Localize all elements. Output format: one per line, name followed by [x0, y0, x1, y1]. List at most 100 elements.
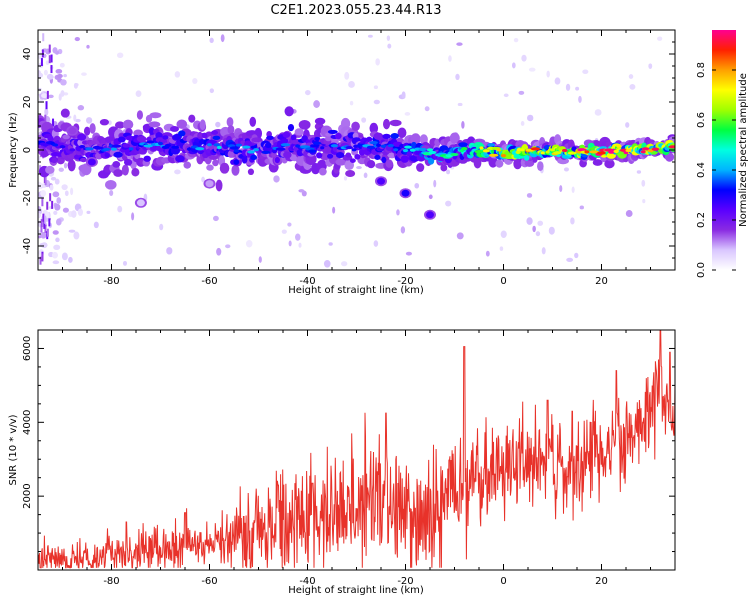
speckle	[52, 47, 58, 54]
band-peak	[489, 153, 499, 157]
band-peak	[461, 147, 468, 151]
speckle	[68, 256, 73, 263]
band-cell	[440, 164, 448, 172]
snr-xlabel: Height of straight line (km)	[288, 585, 424, 596]
speckle	[209, 37, 214, 44]
band-cell	[487, 143, 496, 148]
speckle	[348, 81, 355, 88]
band-cell	[105, 180, 117, 190]
colorbar-tick-label: 0.4	[696, 162, 707, 178]
speckle	[456, 42, 463, 46]
band-peak	[577, 148, 587, 152]
band-peak	[530, 147, 540, 151]
band-cell	[524, 159, 535, 167]
band-peak	[213, 143, 221, 147]
band-cell	[47, 135, 54, 143]
band-cell	[280, 138, 289, 144]
speckle	[343, 176, 348, 181]
band-cell	[383, 118, 391, 130]
band-cell	[219, 162, 230, 174]
band-cell	[123, 159, 133, 166]
band-cell	[212, 159, 219, 167]
band-cell	[231, 164, 240, 176]
band-cell	[183, 161, 192, 169]
band-cell	[366, 160, 376, 169]
speckle	[448, 55, 452, 62]
speckle	[575, 86, 580, 91]
speckle	[192, 77, 198, 84]
band-peak	[229, 146, 239, 150]
band-peak	[320, 146, 325, 150]
speckle	[363, 172, 368, 179]
band-cell	[284, 106, 294, 117]
speckle	[40, 190, 47, 197]
speckle	[50, 65, 53, 74]
speckle	[629, 83, 636, 90]
speckle	[46, 228, 49, 237]
speckle	[77, 105, 85, 111]
x-tick-label: 0	[500, 276, 506, 287]
speckle	[86, 44, 90, 49]
speckle	[55, 237, 60, 243]
band-peak	[625, 148, 632, 153]
band-cell	[148, 121, 161, 128]
speckle	[38, 72, 44, 79]
speckle	[43, 69, 48, 76]
speckle	[42, 213, 45, 222]
band-peak	[143, 144, 154, 148]
speckle	[75, 118, 81, 123]
x-tick-label: -20	[397, 276, 413, 287]
speckle	[648, 63, 653, 69]
speckle	[61, 252, 68, 261]
speckle	[39, 243, 44, 248]
band-peak	[516, 148, 525, 152]
band-peak	[351, 148, 357, 152]
speckle	[349, 100, 354, 106]
band-peak	[549, 148, 556, 152]
speckle	[537, 220, 544, 226]
speckle	[281, 229, 287, 234]
band-cell	[170, 147, 181, 155]
y-tick-label: 6000	[22, 336, 33, 361]
snr-line	[38, 330, 675, 569]
band-peak	[300, 145, 311, 149]
speckle	[657, 36, 663, 41]
speckle	[367, 34, 373, 38]
speckle	[456, 232, 464, 240]
speckle	[42, 33, 45, 42]
speckle	[225, 244, 231, 249]
speckle	[518, 90, 525, 95]
speckle	[41, 93, 48, 99]
band-cell	[390, 132, 399, 139]
speckle	[38, 206, 41, 210]
band-peak	[418, 147, 427, 152]
band-cell	[327, 153, 334, 159]
speckle	[636, 170, 642, 174]
band-peak	[428, 150, 437, 155]
spectrogram-xlabel: Height of straight line (km)	[288, 285, 424, 296]
blob	[205, 180, 214, 188]
speckle	[513, 37, 519, 43]
band-cell	[571, 146, 577, 152]
speckle	[48, 218, 51, 227]
speckle	[109, 189, 114, 197]
speckle	[60, 79, 67, 86]
speckle	[63, 92, 69, 96]
speckle	[44, 176, 47, 185]
speckle	[43, 220, 46, 229]
speckle	[56, 218, 62, 226]
speckle	[356, 166, 362, 170]
colorbar-bar	[712, 30, 736, 270]
band-peak	[235, 143, 242, 147]
band-peak	[376, 143, 382, 147]
speckle	[503, 93, 509, 98]
band-peak	[651, 147, 660, 151]
speckle	[44, 215, 47, 224]
speckle	[404, 112, 411, 116]
y-tick-label: -40	[22, 238, 33, 254]
speckle	[70, 187, 74, 196]
speckle	[41, 198, 44, 207]
band-cell	[354, 153, 361, 160]
x-tick-label: -80	[103, 576, 119, 587]
